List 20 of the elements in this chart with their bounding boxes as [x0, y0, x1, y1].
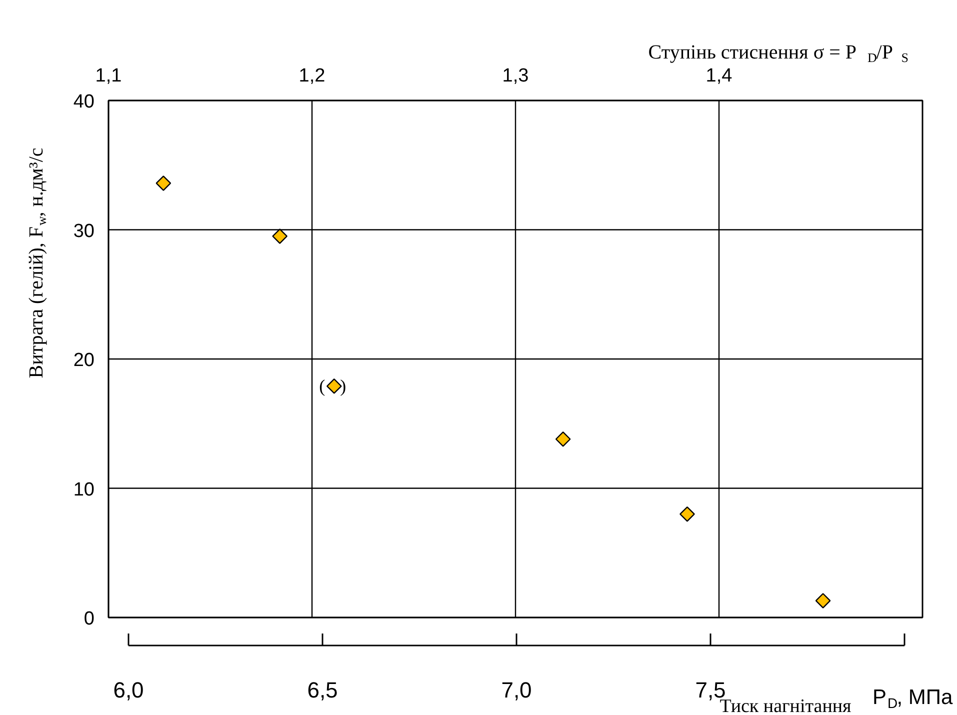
- y-tick-label: 0: [84, 608, 95, 630]
- x2-tick-label: 1,3: [502, 66, 529, 86]
- y-tick-label: 10: [73, 479, 95, 500]
- point: [272, 228, 288, 244]
- point: [156, 176, 172, 191]
- x2-tick-label: 1,2: [298, 66, 326, 86]
- annotation: ( ): [319, 376, 346, 396]
- point: [555, 431, 571, 447]
- x-tick-label: 6,0: [113, 678, 144, 702]
- point: [815, 593, 831, 608]
- y-tick-label: 30: [73, 220, 95, 242]
- x-tick-label: 7,0: [501, 678, 532, 702]
- point: [680, 506, 695, 522]
- x-tick-label: 6,5: [307, 678, 338, 702]
- y-tick-label: 40: [73, 92, 95, 112]
- point: [326, 378, 342, 394]
- x2-tick-label: 1,4: [706, 66, 733, 86]
- x2-tick-label: 1,1: [95, 66, 122, 86]
- y-tick-label: 20: [73, 350, 95, 371]
- y-axis-title: Витрата (гелій), Fw, н.дм³/с: [26, 148, 49, 378]
